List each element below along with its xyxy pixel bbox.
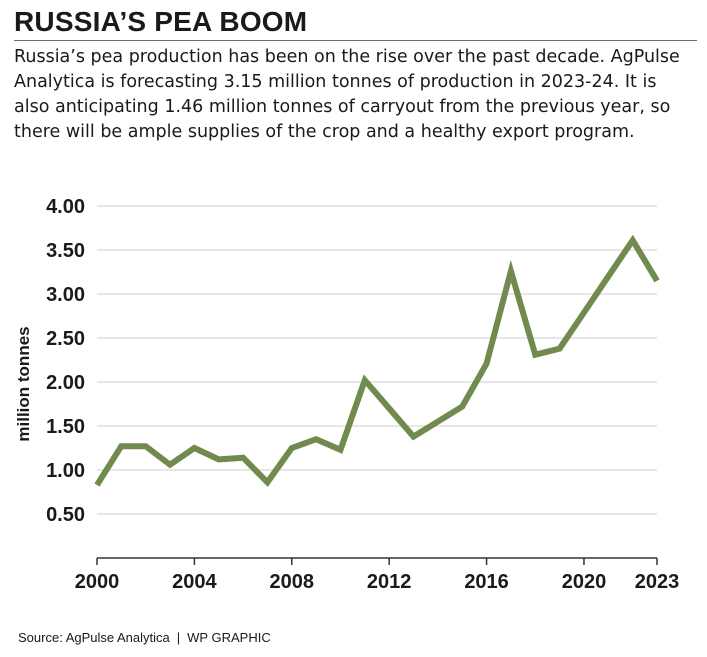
x-tick-label: 2004 <box>172 571 217 593</box>
x-tick-label: 2023 <box>635 571 680 593</box>
source-text: Source: AgPulse Analytica <box>18 630 170 645</box>
y-tick-label: 1.00 <box>46 460 85 482</box>
series-line-group <box>94 234 660 487</box>
y-tick-label: 3.00 <box>46 284 85 306</box>
x-tick-label: 2012 <box>367 571 412 593</box>
y-tick-label: 3.50 <box>46 240 85 262</box>
y-tick-label: 4.00 <box>46 196 85 218</box>
x-tick-labels: 2000 2004 2008 2012 2016 2020 2023 <box>75 571 680 593</box>
chart-title: RUSSIA’S PEA BOOM <box>14 6 308 37</box>
credit-text: WP GRAPHIC <box>187 630 271 645</box>
y-tick-label: 0.50 <box>46 504 85 526</box>
x-axis <box>96 557 658 565</box>
x-tick-label: 2020 <box>562 571 607 593</box>
y-tick-label: 2.50 <box>46 328 85 350</box>
y-tick-label: 2.00 <box>46 372 85 394</box>
series-line <box>94 234 660 487</box>
y-axis-label: million tonnes <box>14 326 33 441</box>
x-tick-label: 2000 <box>75 571 120 593</box>
source-separator: | <box>176 630 181 645</box>
x-tick-label: 2008 <box>270 571 315 593</box>
y-tick-label: 1.50 <box>46 416 85 438</box>
line-chart: 0.501.001.502.002.503.003.504.00 2000 200… <box>14 196 680 593</box>
x-tick-label: 2016 <box>464 571 509 593</box>
source-note: Source: AgPulse Analytica | WP GRAPHIC <box>18 630 271 645</box>
y-tick-labels: 0.50 1.00 1.50 2.00 2.50 3.00 3.50 4.00 <box>46 196 85 526</box>
chart-description: Russia’s pea production has been on the … <box>14 47 680 142</box>
title-divider <box>14 40 697 41</box>
gridlines <box>97 205 657 515</box>
